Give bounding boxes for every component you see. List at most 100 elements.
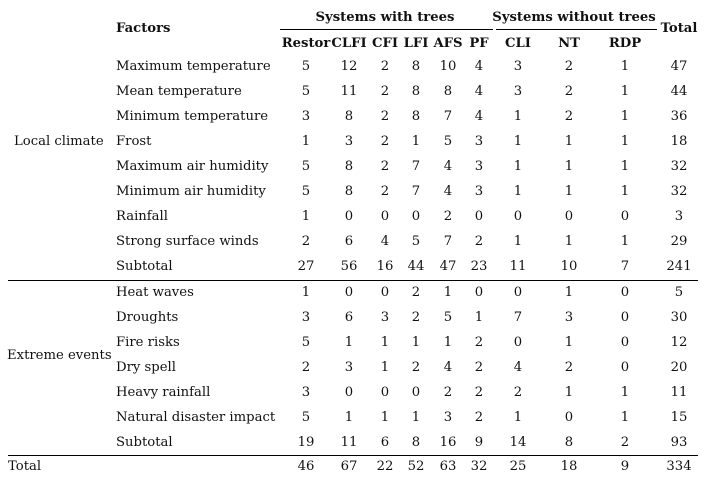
row-total: 20 [670,360,688,375]
row-total: 47 [670,59,688,74]
section-label: Local climate [14,134,104,149]
row-total: 36 [670,109,688,124]
table-cell: 2 [380,59,390,74]
row-factor: Droughts [116,310,179,325]
row-factor: Subtotal [116,259,173,274]
table-cell: 1 [564,134,574,149]
table-cell: 2 [411,285,421,300]
table-cell: 3 [474,134,484,149]
table-cell: 2 [474,410,484,425]
column-header: NT [558,36,580,51]
grand-total-cell: 32 [470,459,488,474]
table-cell: 1 [620,134,630,149]
table-cell: 4 [443,159,453,174]
table-cell: 3 [301,385,311,400]
table-cell: 0 [564,410,574,425]
table-cell: 0 [344,209,354,224]
table-cell: 3 [344,360,354,375]
table-cell: 0 [474,209,484,224]
table-cell: 1 [564,285,574,300]
table-cell: 8 [344,159,354,174]
table-cell: 0 [380,285,390,300]
table-cell: 2 [564,360,574,375]
table-cell: 4 [474,59,484,74]
total-separator [8,455,698,456]
table-cell: 2 [564,59,574,74]
table-cell: 14 [509,435,527,450]
table-cell: 5 [443,134,453,149]
table-cell: 2 [513,385,523,400]
table-cell: 2 [474,385,484,400]
table-cell: 0 [620,335,630,350]
table-cell: 10 [560,259,578,274]
table-cell: 4 [380,234,390,249]
table-cell: 4 [443,184,453,199]
table-cell: 0 [344,385,354,400]
column-header: CLI [505,36,531,51]
table-cell: 4 [443,360,453,375]
row-total: 32 [670,184,688,199]
row-factor: Maximum temperature [116,59,271,74]
table-cell: 2 [443,209,453,224]
table-cell: 2 [380,134,390,149]
row-total: 30 [670,310,688,325]
table-cell: 2 [301,360,311,375]
table-cell: 2 [411,310,421,325]
section-separator [8,280,698,281]
table-cell: 2 [474,335,484,350]
table-cell: 8 [411,109,421,124]
table-cell: 3 [564,310,574,325]
table-cell: 0 [344,285,354,300]
table-cell: 2 [474,360,484,375]
row-factor: Mean temperature [116,84,242,99]
table-cell: 8 [411,435,421,450]
table-cell: 1 [513,410,523,425]
table-cell: 19 [297,435,315,450]
table-cell: 16 [376,259,394,274]
column-header: AFS [433,36,463,51]
table-cell: 1 [620,410,630,425]
table-cell: 1 [380,360,390,375]
table-cell: 1 [411,134,421,149]
grand-total-cell: 25 [509,459,527,474]
table-cell: 12 [340,59,358,74]
table-cell: 1 [411,335,421,350]
table-cell: 2 [564,84,574,99]
table-cell: 1 [513,234,523,249]
table-cell: 10 [439,59,457,74]
table-cell: 0 [411,385,421,400]
row-total: 93 [670,435,688,450]
table-cell: 7 [513,310,523,325]
table-cell: 5 [301,159,311,174]
table-cell: 8 [443,84,453,99]
table-cell: 1 [620,84,630,99]
table-cell: 1 [564,335,574,350]
grand-total-value: 334 [666,459,692,474]
table-cell: 1 [513,184,523,199]
table-cell: 7 [411,159,421,174]
row-factor: Frost [116,134,152,149]
table-cell: 3 [513,84,523,99]
row-total: 11 [670,385,688,400]
table-cell: 1 [301,209,311,224]
table-cell: 7 [443,234,453,249]
table-cell: 2 [443,385,453,400]
table-cell: 8 [344,109,354,124]
table-cell: 2 [380,109,390,124]
column-header: LFI [403,36,429,51]
table-cell: 0 [380,209,390,224]
group-without-trees-underline [496,29,657,30]
table-cell: 4 [474,109,484,124]
table-cell: 1 [564,184,574,199]
table-cell: 8 [564,435,574,450]
table-cell: 8 [411,84,421,99]
grand-total-cell: 18 [560,459,578,474]
row-factor: Fire risks [116,335,180,350]
table-cell: 1 [443,335,453,350]
table-cell: 5 [443,310,453,325]
row-factor: Dry spell [116,360,176,375]
table-cell: 1 [564,234,574,249]
row-total: 18 [670,134,688,149]
table-cell: 3 [301,310,311,325]
table-cell: 5 [301,59,311,74]
